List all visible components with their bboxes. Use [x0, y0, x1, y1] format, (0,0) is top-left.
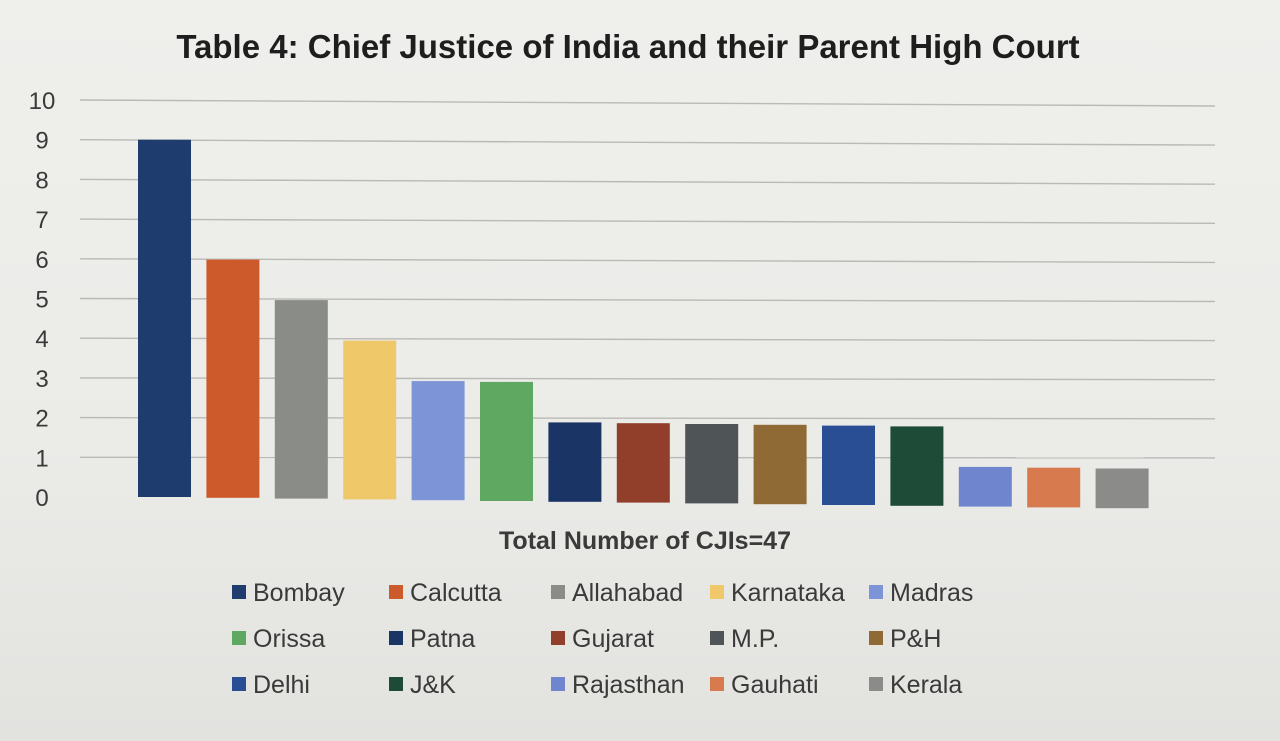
- legend-label: Rajasthan: [572, 671, 685, 699]
- y-tick-label: 6: [35, 247, 48, 274]
- bar-karnataka: [343, 340, 397, 500]
- bar-orissa: [480, 381, 533, 501]
- legend-item: Kerala: [869, 671, 962, 699]
- legend-swatch: [869, 585, 883, 599]
- legend-label: Madras: [890, 579, 973, 607]
- legend-item: Karnataka: [710, 579, 845, 607]
- legend-label: Gujarat: [572, 625, 654, 653]
- bar-kerala: [1095, 468, 1149, 509]
- bar-bombay: [138, 139, 191, 497]
- gridline: [79, 416, 1216, 420]
- legend-item: Gujarat: [551, 625, 654, 653]
- y-tick-label: 9: [35, 128, 48, 155]
- legend-item: Madras: [869, 579, 973, 607]
- legend-swatch: [551, 677, 565, 691]
- bar-delhi: [822, 425, 875, 505]
- y-tick-label: 2: [35, 406, 48, 433]
- x-axis-label: Total Number of CJIs=47: [499, 527, 791, 555]
- bar-gauhati: [1027, 467, 1081, 508]
- legend-label: J&K: [410, 671, 456, 699]
- y-tick-label: 0: [35, 485, 48, 512]
- y-tick-label: 1: [35, 445, 48, 472]
- legend-item: Gauhati: [710, 671, 819, 699]
- legend-label: Orissa: [253, 625, 325, 653]
- gridline: [79, 99, 1216, 107]
- legend-label: Delhi: [253, 671, 310, 699]
- legend-item: Bombay: [232, 579, 345, 607]
- legend-item: J&K: [389, 671, 456, 699]
- bar-madras: [411, 381, 465, 501]
- bar-allahabad: [274, 300, 328, 499]
- legend-item: Patna: [389, 625, 475, 653]
- legend-label: Allahabad: [572, 579, 683, 607]
- legend-swatch: [710, 585, 724, 599]
- legend-label: Gauhati: [731, 671, 819, 699]
- y-tick-label: 5: [35, 287, 48, 314]
- chart-title: Table 4: Chief Justice of India and thei…: [176, 28, 1079, 65]
- legend-swatch: [232, 677, 246, 691]
- legend-item: Rajasthan: [551, 671, 685, 699]
- legend-label: Karnataka: [731, 579, 845, 607]
- gridline: [79, 337, 1216, 342]
- legend-swatch: [232, 631, 246, 645]
- legend-swatch: [869, 631, 883, 645]
- legend-swatch: [551, 631, 565, 645]
- y-tick-label: 3: [35, 366, 48, 393]
- y-tick-label: 4: [35, 326, 48, 353]
- legend-swatch: [869, 677, 883, 691]
- legend: Bombay Calcutta Allahabad Karnataka Madras Or…: [232, 579, 973, 699]
- y-tick-label: 7: [35, 207, 48, 234]
- bar-m-p-: [685, 424, 739, 504]
- bar-calcutta: [206, 259, 260, 498]
- legend-swatch: [232, 585, 246, 599]
- legend-label: P&H: [890, 625, 941, 653]
- legend-swatch: [710, 677, 724, 691]
- bar-gujarat: [616, 423, 670, 503]
- legend-item: Orissa: [232, 625, 325, 653]
- y-tick-label: 10: [29, 88, 56, 115]
- y-axis-ticks: 0 1 2 3 4 5 6 7 8 9 10: [29, 88, 56, 512]
- gridline: [79, 218, 1216, 224]
- gridline: [79, 297, 1216, 303]
- gridlines: [79, 99, 1216, 459]
- legend-label: Calcutta: [410, 579, 502, 607]
- legend-swatch: [710, 631, 724, 645]
- bar-rajasthan: [958, 466, 1012, 507]
- bar-p-h: [753, 424, 807, 505]
- bars: [138, 139, 1149, 509]
- legend-label: Patna: [410, 625, 475, 653]
- legend-swatch: [389, 631, 403, 645]
- legend-label: Bombay: [253, 579, 345, 607]
- legend-item: Delhi: [232, 671, 310, 699]
- gridline: [79, 178, 1216, 185]
- bar-j-k: [890, 426, 944, 506]
- legend-item: Allahabad: [551, 579, 683, 607]
- legend-swatch: [389, 677, 403, 691]
- legend-item: P&H: [869, 625, 941, 653]
- bar-patna: [548, 422, 602, 502]
- gridline: [79, 258, 1216, 264]
- legend-swatch: [389, 585, 403, 599]
- legend-label: M.P.: [731, 625, 779, 653]
- legend-item: M.P.: [710, 625, 779, 653]
- gridline: [79, 139, 1216, 146]
- gridline: [79, 377, 1216, 381]
- legend-item: Calcutta: [389, 579, 502, 607]
- legend-label: Kerala: [890, 671, 962, 699]
- legend-swatch: [551, 585, 565, 599]
- y-tick-label: 8: [35, 167, 48, 194]
